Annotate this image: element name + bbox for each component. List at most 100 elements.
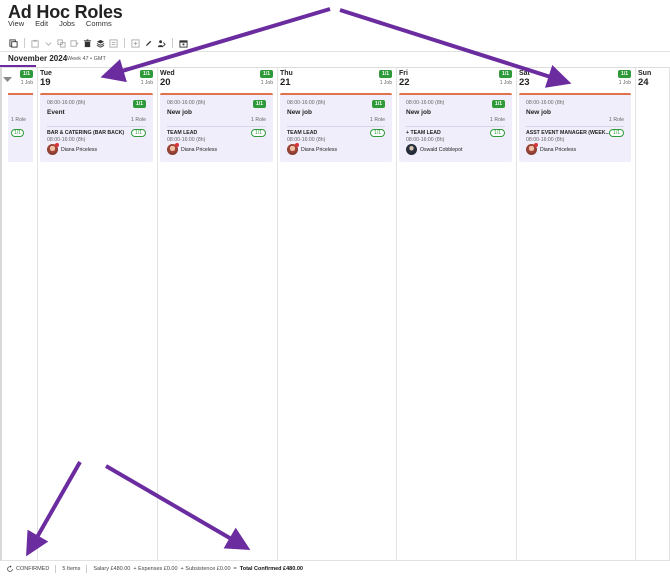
role-fill-badge: 1/1 bbox=[370, 129, 385, 137]
delete-icon[interactable] bbox=[82, 38, 93, 49]
day-number: 21 bbox=[280, 77, 291, 88]
day-column-thu[interactable]: Thu 21 1/1 1 Job 08:00-16:00 (8h) 1/1 New job 1… bbox=[278, 68, 397, 560]
person-name: Diana Priceless bbox=[301, 146, 338, 153]
footer-divider bbox=[86, 564, 88, 573]
archive-icon[interactable] bbox=[108, 38, 119, 49]
period-label: November 2024 bbox=[8, 54, 68, 63]
card-fill-badge: 1/1 bbox=[372, 100, 385, 108]
person-name: Diana Priceless bbox=[181, 146, 218, 153]
menu-view[interactable]: View bbox=[8, 19, 25, 28]
day-job-count: 1 Job bbox=[140, 80, 153, 86]
card-title: Event bbox=[47, 109, 65, 116]
day-number: 22 bbox=[399, 77, 410, 88]
people-icon[interactable] bbox=[156, 38, 167, 49]
clone-icon[interactable] bbox=[69, 38, 80, 49]
day-header: Sun 24 bbox=[636, 68, 669, 93]
assigned-person[interactable]: Diana Priceless bbox=[287, 143, 338, 155]
person-name: Oswald Cobblepot bbox=[420, 146, 463, 153]
chevron-down-icon[interactable] bbox=[43, 38, 54, 49]
role-time: 08:00-16:00 (8h) bbox=[167, 137, 206, 143]
role-name[interactable]: ASST EVENT MANAGER (WEEK... bbox=[526, 130, 610, 136]
assigned-person[interactable]: Oswald Cobblepot bbox=[406, 144, 462, 155]
status-label: CONFIRMED bbox=[16, 565, 50, 572]
card-divider bbox=[406, 126, 505, 127]
job-card-partial[interactable]: 1 Role 1/1 bbox=[8, 93, 33, 162]
card-divider bbox=[526, 126, 624, 127]
card-time: 08:00-16:00 (8h) bbox=[167, 100, 206, 106]
day-job-count: 1 Job bbox=[618, 80, 631, 86]
copy-icon[interactable] bbox=[8, 38, 19, 49]
menu-jobs[interactable]: Jobs bbox=[59, 19, 75, 28]
avatar bbox=[287, 143, 299, 155]
assigned-person[interactable]: Diana Priceless bbox=[47, 143, 97, 155]
day-name: Thu bbox=[280, 70, 293, 77]
duplicate-icon[interactable] bbox=[56, 38, 67, 49]
day-column-fri[interactable]: Fri 22 1/1 1 Job 08:00-16:00 (8h) 1/1 New job 1… bbox=[397, 68, 517, 560]
day-number: 23 bbox=[519, 77, 530, 88]
menu-edit[interactable]: Edit bbox=[35, 19, 49, 28]
day-column-sat[interactable]: Sat 23 1/1 1 Job 08:00-16:00 (8h) New job 1 Ro… bbox=[517, 68, 636, 560]
role-name[interactable]: TEAM LEAD bbox=[167, 130, 198, 136]
day-header: Fri 22 1/1 1 Job bbox=[397, 68, 516, 93]
day-number: 19 bbox=[40, 77, 51, 88]
edit-icon[interactable] bbox=[143, 38, 154, 49]
role-name[interactable]: TEAM LEAD bbox=[287, 130, 318, 136]
day-number: 20 bbox=[160, 77, 171, 88]
job-card[interactable]: 08:00-16:00 (8h) 1/1 New job 1 Role + TEAM L… bbox=[399, 93, 512, 162]
day-column-sun[interactable]: Sun 24 bbox=[636, 68, 670, 560]
job-card[interactable]: 08:00-16:00 (8h) 1/1 Event 1 Role BAR & CATE… bbox=[40, 93, 153, 162]
day-fill-badge: 1/1 bbox=[20, 70, 33, 78]
stack-icon[interactable] bbox=[95, 38, 106, 49]
footer-divider bbox=[55, 564, 57, 573]
day-name: Sat bbox=[519, 70, 530, 77]
toolbar bbox=[8, 37, 189, 49]
day-header: Wed 20 1/1 1 Job bbox=[158, 68, 277, 93]
confirmed-total: Total Confirmed £480.00 bbox=[239, 565, 303, 572]
day-fill-badge: 1/1 bbox=[618, 70, 631, 78]
role-time: 08:00-16:00 (8h) bbox=[47, 137, 86, 143]
item-count: 5 Items bbox=[62, 565, 81, 572]
card-divider bbox=[287, 126, 385, 127]
card-time: 08:00-16:00 (8h) bbox=[47, 100, 86, 106]
scroll-edge[interactable] bbox=[0, 68, 2, 560]
assigned-person[interactable]: Diana Priceless bbox=[167, 143, 218, 155]
refresh-icon bbox=[7, 564, 13, 572]
avatar bbox=[167, 143, 179, 155]
day-column-tue[interactable]: Tue 19 1/1 1 Job 08:00-16:00 (8h) 1/1 Event 1 R… bbox=[38, 68, 158, 560]
status-footer: CONFIRMED 5 Items Salary £480.00 + Expen… bbox=[0, 560, 670, 576]
role-time: 08:00-16:00 (8h) bbox=[406, 137, 445, 143]
day-column-wed[interactable]: Wed 20 1/1 1 Job 08:00-16:00 (8h) 1/1 New job 1… bbox=[158, 68, 278, 560]
role-name[interactable]: + TEAM LEAD bbox=[406, 130, 441, 136]
role-name[interactable]: BAR & CATERING (BAR BACK) bbox=[47, 130, 125, 136]
status-filter[interactable]: CONFIRMED bbox=[0, 561, 55, 576]
totals: Salary £480.00 + Expenses £0.00 + Subsis… bbox=[87, 561, 309, 576]
card-time: 08:00-16:00 (8h) bbox=[406, 100, 445, 106]
day-fill-badge: 1/1 bbox=[140, 70, 153, 78]
header-divider-line bbox=[0, 67, 670, 68]
day-column-partial[interactable]: 1/1 1 Job 1 Role 1/1 bbox=[0, 68, 38, 560]
card-title: New job bbox=[526, 109, 551, 116]
toolbar-divider bbox=[24, 38, 25, 48]
card-role-count: 1 Role bbox=[370, 117, 385, 123]
alert-dot-icon bbox=[534, 143, 538, 147]
add-icon[interactable] bbox=[130, 38, 141, 49]
calendar-icon[interactable] bbox=[178, 38, 189, 49]
role-time: 08:00-16:00 (8h) bbox=[526, 137, 565, 143]
card-title: New job bbox=[406, 109, 431, 116]
toolbar-divider bbox=[124, 38, 125, 48]
role-fill-badge: 1/1 bbox=[251, 129, 266, 137]
day-job-count: 1 Job bbox=[499, 80, 512, 86]
day-name: Tue bbox=[40, 70, 52, 77]
avatar bbox=[406, 144, 417, 155]
assigned-person[interactable]: Diana Priceless bbox=[526, 143, 576, 155]
job-card[interactable]: 08:00-16:00 (8h) New job 1 Role ASST EVENT … bbox=[519, 93, 631, 162]
card-role-count: 1 Role bbox=[11, 117, 26, 123]
job-card[interactable]: 08:00-16:00 (8h) 1/1 New job 1 Role TEAM LEA… bbox=[280, 93, 392, 162]
chevron-down-icon[interactable] bbox=[3, 77, 12, 83]
day-header: Thu 21 1/1 1 Job bbox=[278, 68, 396, 93]
toolbar-divider-line bbox=[0, 51, 670, 52]
paste-icon[interactable] bbox=[30, 38, 41, 49]
card-fill-badge: 1/1 bbox=[133, 100, 146, 108]
job-card[interactable]: 08:00-16:00 (8h) 1/1 New job 1 Role TEAM LEA… bbox=[160, 93, 273, 162]
menu-comms[interactable]: Comms bbox=[85, 19, 112, 28]
